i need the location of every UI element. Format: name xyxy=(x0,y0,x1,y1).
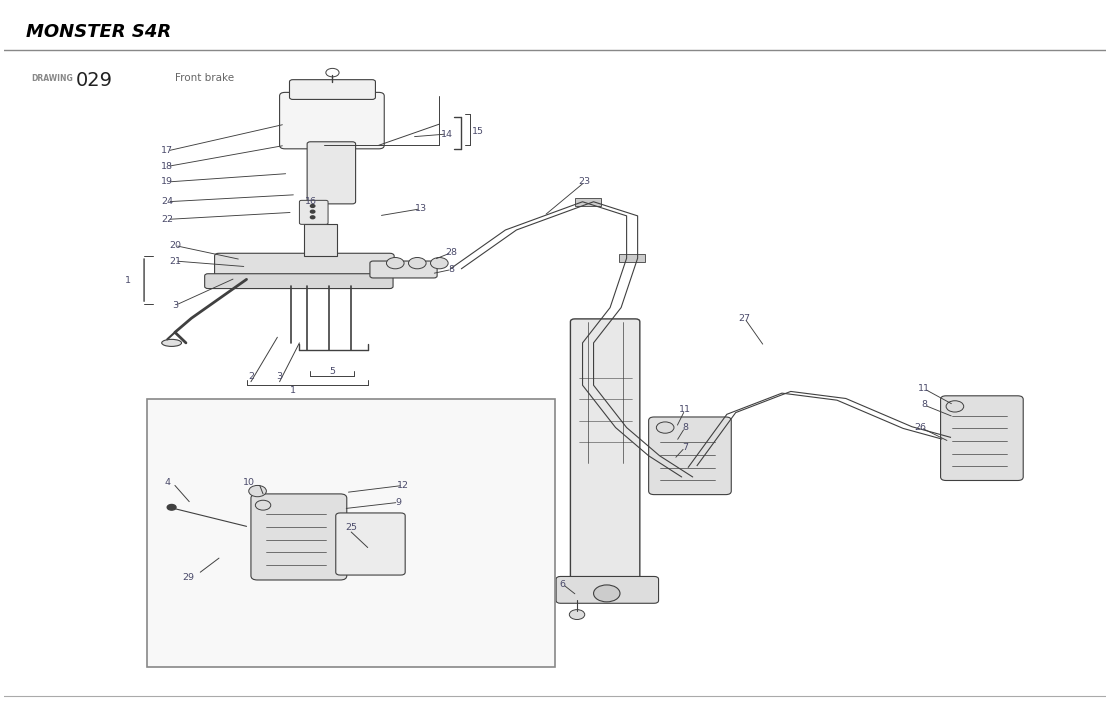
Text: 8: 8 xyxy=(682,423,688,432)
Circle shape xyxy=(594,585,620,602)
Bar xyxy=(304,224,336,256)
Text: 4: 4 xyxy=(164,478,170,487)
Text: 5: 5 xyxy=(330,366,335,376)
Text: 14: 14 xyxy=(441,129,453,139)
FancyBboxPatch shape xyxy=(571,319,639,585)
Text: 19: 19 xyxy=(161,178,173,186)
FancyBboxPatch shape xyxy=(290,80,375,99)
Circle shape xyxy=(408,258,426,268)
Text: 8: 8 xyxy=(448,265,454,274)
FancyBboxPatch shape xyxy=(204,273,393,288)
Text: 18: 18 xyxy=(161,162,173,171)
Text: 25: 25 xyxy=(345,523,357,532)
Text: 26: 26 xyxy=(915,423,927,432)
Circle shape xyxy=(249,486,266,497)
FancyBboxPatch shape xyxy=(648,417,731,495)
Text: 29: 29 xyxy=(182,573,194,582)
Circle shape xyxy=(311,205,315,207)
FancyBboxPatch shape xyxy=(335,513,405,575)
Circle shape xyxy=(946,401,963,412)
Text: 28: 28 xyxy=(445,248,457,257)
Text: 1: 1 xyxy=(290,386,295,395)
Text: 3: 3 xyxy=(276,372,283,381)
Text: 12: 12 xyxy=(397,481,408,490)
FancyBboxPatch shape xyxy=(280,92,384,149)
Text: Front brake: Front brake xyxy=(175,74,234,84)
Text: 16: 16 xyxy=(304,197,316,206)
Text: 9: 9 xyxy=(395,498,402,507)
Text: 7: 7 xyxy=(682,443,688,452)
FancyBboxPatch shape xyxy=(300,201,329,224)
Text: 1: 1 xyxy=(124,276,131,285)
Text: 029: 029 xyxy=(75,71,113,90)
Circle shape xyxy=(311,210,315,213)
Text: DRAWING: DRAWING xyxy=(32,74,73,83)
FancyBboxPatch shape xyxy=(556,576,658,603)
Circle shape xyxy=(311,216,315,218)
Circle shape xyxy=(656,422,674,433)
Circle shape xyxy=(431,258,448,268)
Text: 15: 15 xyxy=(472,126,484,136)
Text: 3: 3 xyxy=(172,301,178,310)
FancyBboxPatch shape xyxy=(214,253,394,276)
Text: 21: 21 xyxy=(169,256,181,266)
Text: 24: 24 xyxy=(161,197,173,206)
Circle shape xyxy=(255,501,271,510)
Text: 22: 22 xyxy=(161,215,173,224)
Text: 27: 27 xyxy=(738,313,750,323)
FancyBboxPatch shape xyxy=(370,261,437,278)
Text: 11: 11 xyxy=(918,384,930,393)
Bar xyxy=(575,198,602,206)
Text: 8: 8 xyxy=(921,401,927,410)
Text: 20: 20 xyxy=(169,241,181,250)
Text: 10: 10 xyxy=(243,478,254,487)
Circle shape xyxy=(168,505,176,510)
Ellipse shape xyxy=(162,339,182,346)
Bar xyxy=(619,254,645,263)
Bar xyxy=(608,423,634,432)
FancyBboxPatch shape xyxy=(251,494,346,580)
Text: 11: 11 xyxy=(679,406,692,414)
Text: 23: 23 xyxy=(578,178,591,186)
Circle shape xyxy=(569,610,585,620)
Text: MONSTER S4R: MONSTER S4R xyxy=(27,24,171,41)
Text: 13: 13 xyxy=(414,204,426,213)
Bar xyxy=(575,338,602,347)
Bar xyxy=(148,399,555,668)
Text: 17: 17 xyxy=(161,146,173,156)
Text: 6: 6 xyxy=(559,580,566,589)
Circle shape xyxy=(386,258,404,268)
FancyBboxPatch shape xyxy=(307,142,355,204)
Text: 2: 2 xyxy=(248,372,254,381)
FancyBboxPatch shape xyxy=(940,396,1023,481)
